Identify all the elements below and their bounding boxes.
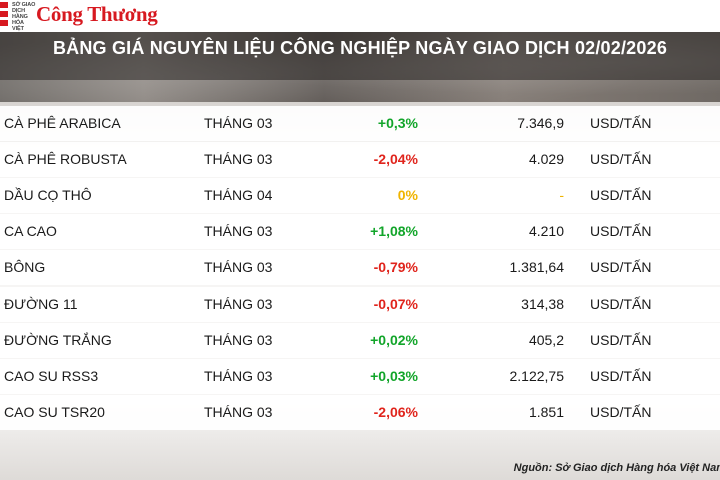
price-unit: USD/TẤN <box>590 151 652 167</box>
price-change: +0,03% <box>370 368 418 384</box>
price-change: -0,07% <box>373 296 418 312</box>
commodity-name: ĐƯỜNG 11 <box>4 296 78 312</box>
commodity-name: DẦU CỌ THÔ <box>4 187 92 203</box>
table-row: DẦU CỌ THÔ THÁNG 04 0% - USD/TẤN <box>0 178 720 213</box>
commodity-name: ĐƯỜNG TRẮNG <box>4 332 112 348</box>
contract-month: THÁNG 03 <box>204 368 273 384</box>
price-unit: USD/TẤN <box>590 296 652 312</box>
commodity-name: BÔNG <box>4 259 46 275</box>
top-bar: SỞ GIAO DỊCH HÀNG HÓA VIỆT NAM Công Thươ… <box>0 0 720 38</box>
table-row: CAO SU RSS3 THÁNG 03 +0,03% 2.122,75 USD/TẤN <box>0 359 720 394</box>
price-unit: USD/TẤN <box>590 223 652 239</box>
price-value: - <box>559 187 564 203</box>
contract-month: THÁNG 03 <box>204 223 273 239</box>
price-value: 4.210 <box>528 223 564 239</box>
source-note: Nguồn: Sở Giao dịch Hàng hóa Việt Nam <box>513 462 720 474</box>
commodity-name: CÀ PHÊ ROBUSTA <box>4 151 127 167</box>
commodity-name: CAO SU TSR20 <box>4 404 105 420</box>
contract-month: THÁNG 03 <box>204 404 273 420</box>
price-change: +0,3% <box>377 115 418 131</box>
price-unit: USD/TẤN <box>590 404 652 420</box>
price-value: 1.381,64 <box>509 259 565 275</box>
price-unit: USD/TẤN <box>590 187 652 203</box>
contract-month: THÁNG 03 <box>204 332 273 348</box>
price-value: 4.029 <box>528 151 564 167</box>
table-row: BÔNG THÁNG 03 -0,79% 1.381,64 USD/TẤN <box>0 250 720 285</box>
price-unit: USD/TẤN <box>590 259 652 275</box>
contract-month: THÁNG 04 <box>204 187 273 203</box>
contract-month: THÁNG 03 <box>204 151 273 167</box>
table-row: ĐƯỜNG 11 THÁNG 03 -0,07% 314,38 USD/TẤN <box>0 287 720 322</box>
price-unit: USD/TẤN <box>590 368 652 384</box>
price-table: CÀ PHÊ ARABICA THÁNG 03 +0,3% 7.346,9 USD/TẤ… <box>0 102 720 480</box>
commodity-name: CA CAO <box>4 223 57 239</box>
price-value: 405,2 <box>528 332 564 348</box>
table-row: CÀ PHÊ ARABICA THÁNG 03 +0,3% 7.346,9 USD/TẤ… <box>0 106 720 141</box>
price-change: +0,02% <box>370 332 418 348</box>
commodity-name: CÀ PHÊ ARABICA <box>4 115 121 131</box>
price-change: +1,08% <box>370 223 418 239</box>
table-row: ĐƯỜNG TRẮNG THÁNG 03 +0,02% 405,2 USD/TẤN <box>0 323 720 358</box>
title-banner <box>0 32 720 108</box>
contract-month: THÁNG 03 <box>204 259 273 275</box>
price-change: -2,06% <box>373 404 418 420</box>
price-change: -0,79% <box>373 259 418 275</box>
price-value: 314,38 <box>521 296 564 312</box>
page-title: BẢNG GIÁ NGUYÊN LIỆU CÔNG NGHIỆP NGÀY GI… <box>52 38 668 58</box>
price-value: 1.851 <box>528 404 564 420</box>
table-row: CÀ PHÊ ROBUSTA THÁNG 03 -2,04% 4.029 USD/TẤN <box>0 142 720 177</box>
price-change: 0% <box>397 187 418 203</box>
exchange-logo <box>0 0 30 30</box>
price-value: 2.122,75 <box>509 368 565 384</box>
contract-month: THÁNG 03 <box>204 115 273 131</box>
commodity-name: CAO SU RSS3 <box>4 368 99 384</box>
price-unit: USD/TẤN <box>590 332 652 348</box>
table-row: CAO SU TSR20 THÁNG 03 -2,06% 1.851 USD/TẤN <box>0 395 720 430</box>
price-unit: USD/TẤN <box>590 115 652 131</box>
contract-month: THÁNG 03 <box>204 296 273 312</box>
brand-logo[interactable]: Công Thương <box>36 2 158 26</box>
table-row: CA CAO THÁNG 03 +1,08% 4.210 USD/TẤN <box>0 214 720 249</box>
price-change: -2,04% <box>373 151 418 167</box>
price-value: 7.346,9 <box>517 115 564 131</box>
